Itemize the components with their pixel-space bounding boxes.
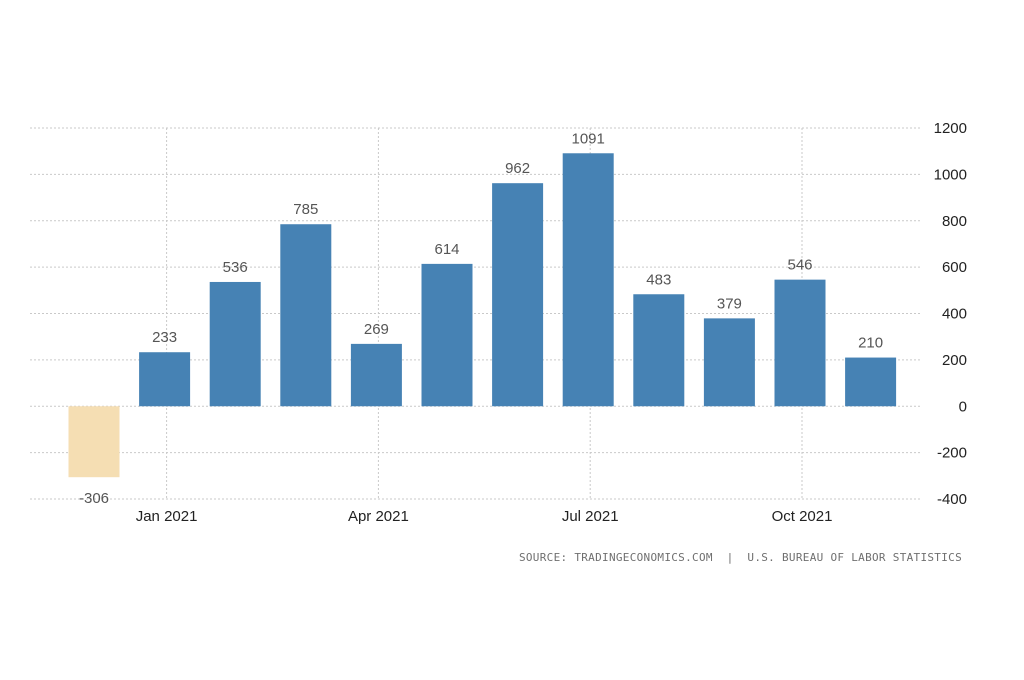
- data-label: 546: [787, 257, 812, 274]
- data-label: 483: [646, 271, 671, 288]
- source-note: SOURCE: TRADINGECONOMICS.COM | U.S. BURE…: [519, 551, 962, 564]
- y-tick-label: 200: [942, 352, 967, 369]
- data-label: 1091: [572, 130, 605, 147]
- data-label: 210: [858, 335, 883, 352]
- bar: [492, 183, 544, 407]
- y-tick-label: 400: [942, 306, 967, 323]
- data-label: -306: [79, 490, 109, 507]
- bar: [209, 281, 261, 407]
- y-axis: 1200 1000 800 600 400 200 0 -200 -400: [934, 120, 967, 508]
- bar: [68, 406, 120, 478]
- y-tick-label: 600: [942, 259, 967, 276]
- x-axis: Jan 2021 Apr 2021 Jul 2021 Oct 2021: [136, 508, 833, 525]
- x-tick-label: Oct 2021: [772, 508, 833, 525]
- bar: [280, 224, 332, 407]
- bars-layer: [68, 153, 897, 478]
- y-tick-label: -200: [937, 445, 967, 462]
- y-tick-label: -400: [937, 491, 967, 508]
- data-label: 962: [505, 160, 530, 177]
- bar: [562, 153, 614, 407]
- x-tick-label: Apr 2021: [348, 508, 409, 525]
- data-labels-layer: -306 233 536 785 269 614 962 1091 483 379 546 210: [79, 130, 883, 507]
- data-label: 233: [152, 329, 177, 346]
- data-label: 785: [293, 201, 318, 218]
- bar: [774, 279, 826, 407]
- data-label: 269: [364, 321, 389, 338]
- y-tick-label: 800: [942, 213, 967, 230]
- bar: [703, 318, 755, 407]
- bar: [139, 352, 191, 407]
- bar: [845, 357, 897, 407]
- bar: [421, 263, 473, 407]
- y-tick-label: 1000: [934, 166, 967, 183]
- data-label: 614: [434, 241, 459, 258]
- bar: [633, 294, 685, 407]
- y-tick-label: 0: [959, 398, 967, 415]
- data-label: 379: [717, 295, 742, 312]
- bar: [350, 343, 402, 407]
- y-tick-label: 1200: [934, 120, 967, 137]
- data-label: 536: [223, 259, 248, 276]
- x-tick-label: Jan 2021: [136, 508, 198, 525]
- x-tick-label: Jul 2021: [562, 508, 619, 525]
